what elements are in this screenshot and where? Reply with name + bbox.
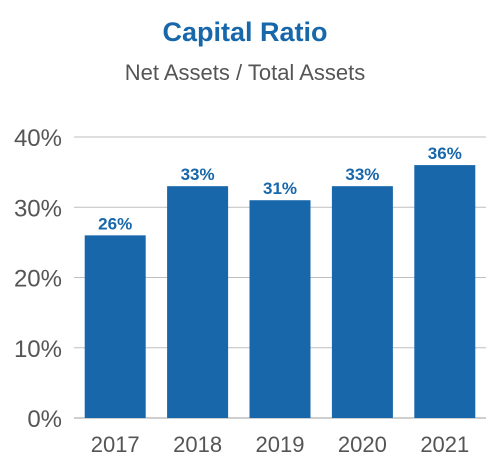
data-labels: 26% 33% 31% 33% 36% xyxy=(98,144,462,233)
x-tick-label-2019: 2019 xyxy=(256,432,305,457)
y-tick-label-0: 0% xyxy=(27,406,62,433)
data-label-2017: 26% xyxy=(98,214,132,233)
x-tick-label-2021: 2021 xyxy=(420,432,469,457)
y-tick-label-20: 20% xyxy=(14,266,62,293)
bar-2021 xyxy=(414,165,476,418)
y-axis-tick-labels: 0% 10% 20% 30% 40% xyxy=(14,125,62,433)
chart-subtitle: Net Assets / Total Assets xyxy=(125,60,366,85)
bar-2017 xyxy=(84,235,146,418)
data-label-2018: 33% xyxy=(181,165,215,184)
bar-2019 xyxy=(249,200,311,418)
y-tick-label-30: 30% xyxy=(14,195,62,222)
y-tick-label-10: 10% xyxy=(14,336,62,363)
y-tick-label-40: 40% xyxy=(14,125,62,152)
bars xyxy=(84,165,476,418)
bar-2020 xyxy=(331,186,393,418)
bar-2018 xyxy=(167,186,229,418)
x-tick-label-2020: 2020 xyxy=(338,432,387,457)
x-axis-tick-labels: 2017 2018 2019 2020 2021 xyxy=(91,432,470,457)
data-label-2021: 36% xyxy=(428,144,462,163)
chart-title: Capital Ratio xyxy=(162,17,327,47)
x-tick-label-2018: 2018 xyxy=(173,432,222,457)
x-tick-label-2017: 2017 xyxy=(91,432,140,457)
data-label-2019: 31% xyxy=(263,179,297,198)
data-label-2020: 33% xyxy=(345,165,379,184)
